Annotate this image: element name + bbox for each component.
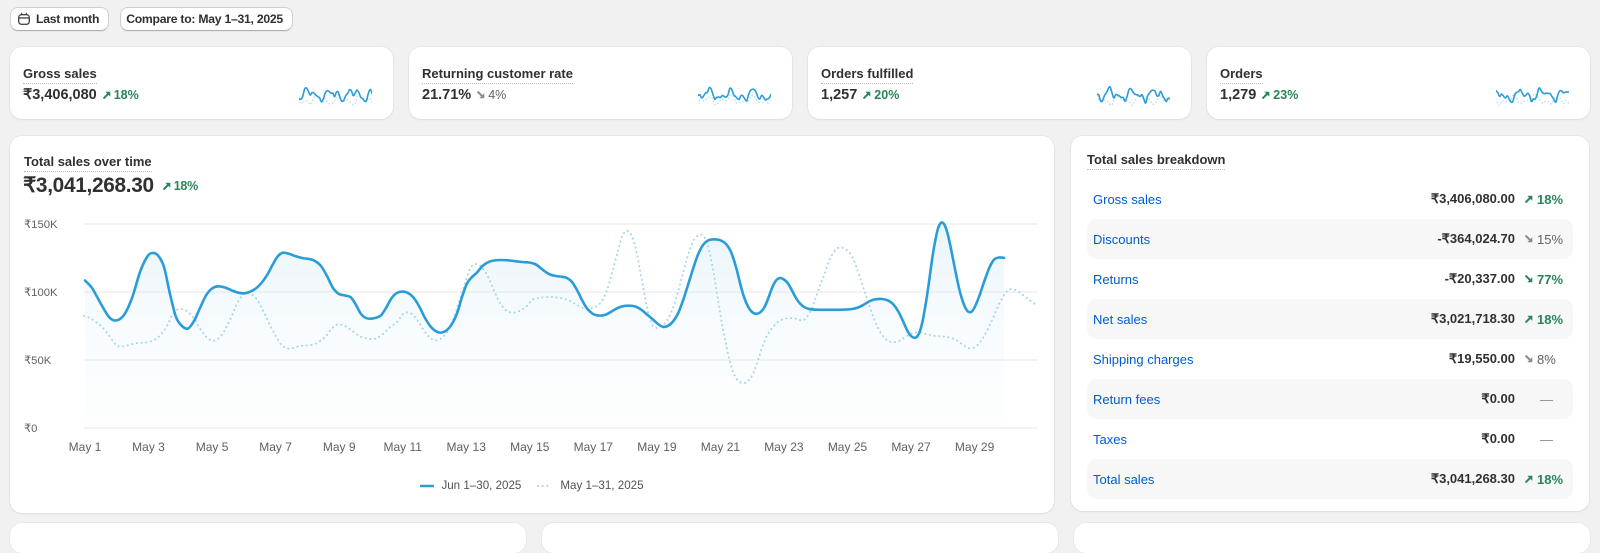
svg-text:May 27: May 27: [891, 440, 931, 454]
svg-text:May 3: May 3: [132, 440, 165, 454]
svg-text:May 25: May 25: [828, 440, 868, 454]
svg-text:May 15: May 15: [510, 440, 550, 454]
svg-text:May 9: May 9: [323, 440, 356, 454]
svg-text:May 29: May 29: [955, 440, 995, 454]
svg-text:May 17: May 17: [574, 440, 614, 454]
svg-text:₹100K: ₹100K: [24, 287, 58, 299]
svg-text:₹150K: ₹150K: [24, 219, 58, 231]
svg-text:₹50K: ₹50K: [24, 355, 52, 367]
svg-text:May 23: May 23: [764, 440, 804, 454]
svg-text:May 21: May 21: [701, 440, 741, 454]
svg-text:May 7: May 7: [259, 440, 292, 454]
svg-text:May 1: May 1: [69, 440, 102, 454]
svg-text:₹0: ₹0: [24, 423, 37, 435]
svg-text:May 5: May 5: [196, 440, 229, 454]
svg-text:May 13: May 13: [447, 440, 487, 454]
svg-text:May 19: May 19: [637, 440, 677, 454]
svg-text:May 11: May 11: [383, 440, 422, 454]
